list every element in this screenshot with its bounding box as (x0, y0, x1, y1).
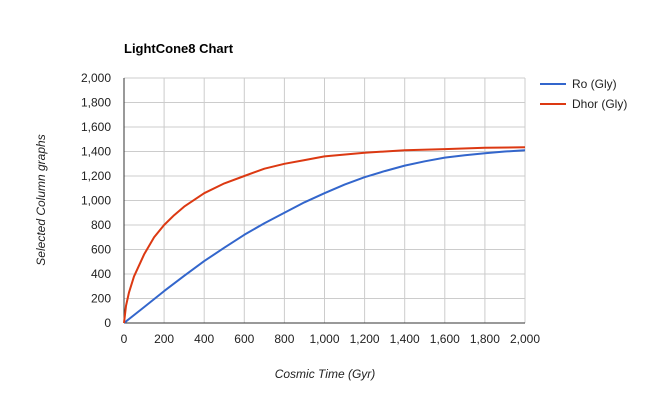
y-tick-label: 200 (91, 292, 111, 306)
gridlines (124, 77, 526, 323)
y-tick-label: 800 (91, 218, 111, 232)
axes (123, 78, 525, 324)
x-tick-label: 2,000 (510, 332, 540, 346)
series-line-2 (123, 146, 526, 324)
x-tick-label: 0 (121, 332, 128, 346)
y-axis-label: Selected Column graphs (34, 134, 48, 265)
x-tick-label: 1,400 (390, 332, 420, 346)
y-tick-label: 400 (91, 267, 111, 281)
legend-label: Dhor (Gly) (572, 97, 627, 111)
y-tick-label: 1,400 (81, 145, 111, 159)
x-axis-label: Cosmic Time (Gyr) (275, 367, 376, 381)
tick-labels: 0 200 400 600 800 1,000 1,200 1,400 1,600 1,800 2,… (81, 71, 540, 346)
x-tick-label: 1,800 (470, 332, 500, 346)
y-tick-label: 1,600 (81, 120, 111, 134)
x-tick-label: 1,200 (350, 332, 380, 346)
series-line-1 (123, 149, 526, 324)
x-tick-label: 200 (154, 332, 174, 346)
chart-title: LightCone8 Chart (124, 41, 234, 56)
x-tick-label: 1,600 (430, 332, 460, 346)
y-tick-label: 600 (91, 243, 111, 257)
y-tick-label: 0 (104, 316, 111, 330)
x-tick-label: 800 (274, 332, 294, 346)
x-tick-label: 400 (194, 332, 214, 346)
series-lines (123, 146, 526, 324)
y-tick-label: 1,800 (81, 96, 111, 110)
y-tick-label: 2,000 (81, 71, 111, 85)
legend-label: Ro (Gly) (572, 77, 617, 91)
legend: Ro (Gly) Dhor (Gly) (540, 77, 627, 111)
x-tick-label: 600 (234, 332, 254, 346)
y-tick-label: 1,200 (81, 169, 111, 183)
y-tick-label: 1,000 (81, 194, 111, 208)
x-tick-label: 1,000 (309, 332, 339, 346)
